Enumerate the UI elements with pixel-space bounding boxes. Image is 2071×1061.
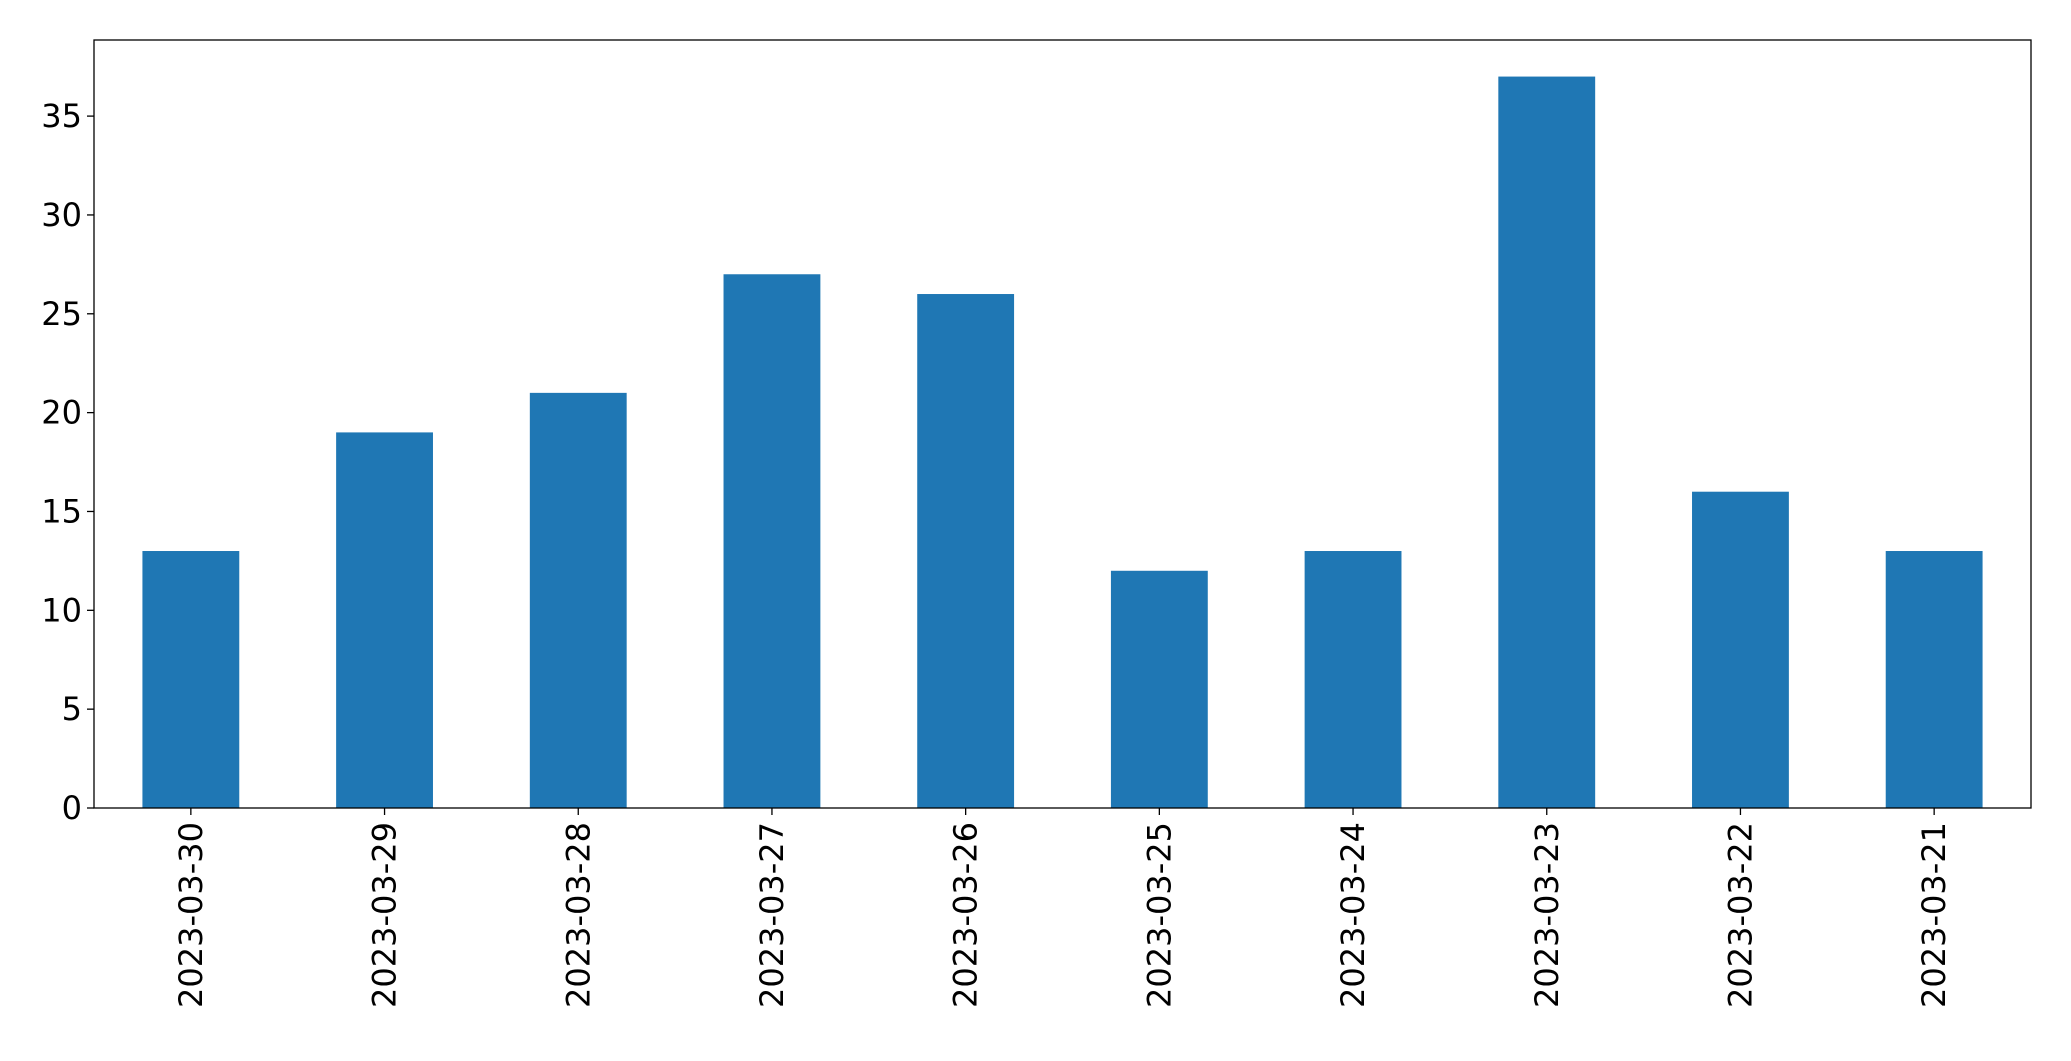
bar — [917, 294, 1015, 808]
x-tick-label: 2023-03-28 — [559, 822, 597, 1008]
bar — [1110, 570, 1208, 808]
bar — [1692, 491, 1789, 808]
y-tick-label: 5 — [62, 690, 82, 728]
bar — [1304, 551, 1402, 808]
y-tick-label: 0 — [62, 789, 82, 827]
y-tick-label: 15 — [41, 492, 82, 530]
bar — [336, 432, 433, 808]
bar — [1498, 76, 1596, 809]
y-tick-label: 10 — [41, 591, 82, 629]
bar — [723, 274, 821, 808]
x-tick-label: 2023-03-26 — [947, 822, 985, 1008]
x-tick-label: 2023-03-29 — [366, 822, 404, 1008]
y-tick-label: 30 — [41, 196, 82, 234]
x-tick-label: 2023-03-24 — [1334, 822, 1372, 1008]
bar — [1885, 551, 1983, 808]
bar — [529, 392, 627, 808]
bar — [142, 551, 240, 808]
x-tick-label: 2023-03-23 — [1528, 822, 1566, 1008]
x-tick-label: 2023-03-30 — [172, 822, 210, 1008]
x-tick-label: 2023-03-21 — [1915, 822, 1953, 1008]
x-tick-label: 2023-03-27 — [753, 822, 791, 1008]
y-tick-label: 20 — [41, 394, 82, 432]
y-tick-label: 25 — [41, 295, 82, 333]
y-tick-label: 35 — [41, 97, 82, 135]
plot-frame — [93, 39, 2032, 809]
x-tick-label: 2023-03-22 — [1721, 822, 1759, 1008]
x-tick-label: 2023-03-25 — [1140, 822, 1178, 1008]
